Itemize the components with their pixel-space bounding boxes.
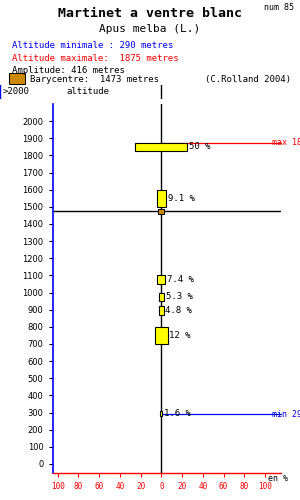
Text: Apus melba (L.): Apus melba (L.) bbox=[99, 24, 201, 34]
Text: Altitude minimale : 290 metres: Altitude minimale : 290 metres bbox=[12, 41, 173, 50]
Text: 1.6 %: 1.6 % bbox=[164, 409, 190, 418]
Text: num 85: num 85 bbox=[264, 4, 294, 13]
Text: Altitude maximale:  1875 metres: Altitude maximale: 1875 metres bbox=[12, 54, 178, 62]
Text: Barycentre:  1473 metres: Barycentre: 1473 metres bbox=[30, 74, 159, 84]
Bar bbox=[159, 306, 164, 315]
Text: 4.8 %: 4.8 % bbox=[165, 306, 192, 315]
Text: 7.4 %: 7.4 % bbox=[167, 275, 194, 284]
Text: max 1875: max 1875 bbox=[272, 138, 300, 147]
Bar bbox=[159, 292, 164, 301]
Text: 50 %: 50 % bbox=[189, 142, 210, 152]
Bar bbox=[158, 210, 164, 214]
Text: en %: en % bbox=[268, 474, 288, 483]
Bar bbox=[158, 276, 165, 284]
Bar bbox=[155, 327, 167, 344]
Text: >2000: >2000 bbox=[3, 88, 30, 96]
Text: Amplitude: 416 metres: Amplitude: 416 metres bbox=[12, 66, 125, 76]
Bar bbox=[9, 73, 26, 84]
Text: Martinet a ventre blanc: Martinet a ventre blanc bbox=[58, 7, 242, 20]
Bar bbox=[160, 411, 162, 416]
Text: altitude: altitude bbox=[66, 88, 109, 96]
Text: 12 %: 12 % bbox=[169, 331, 190, 340]
Bar bbox=[135, 142, 187, 151]
Text: min 290: min 290 bbox=[272, 410, 300, 418]
Bar bbox=[157, 190, 166, 207]
Text: 5.3 %: 5.3 % bbox=[166, 292, 193, 302]
Text: 9.1 %: 9.1 % bbox=[168, 194, 194, 203]
Text: (C.Rolland 2004): (C.Rolland 2004) bbox=[205, 74, 291, 84]
